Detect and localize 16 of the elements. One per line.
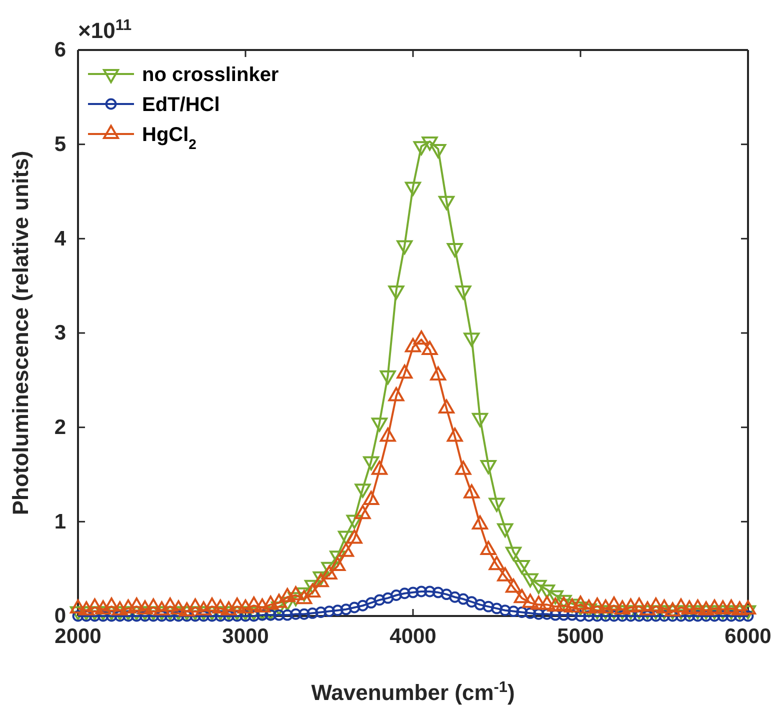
y-tick-label: 5 <box>54 133 66 156</box>
legend-label: no crosslinker <box>142 64 279 86</box>
x-axis-title: Wavenumber (cm$^{-1}$) <box>311 678 515 705</box>
y-tick-label: 2 <box>54 416 66 440</box>
x-tick-label: 5000 <box>557 624 604 648</box>
x-tick-label: 3000 <box>222 624 269 648</box>
legend-label: EdT/HCl <box>142 94 220 116</box>
x-tick-label: 6000 <box>724 624 772 648</box>
y-tick-label: 3 <box>54 322 66 345</box>
y-axis-title: Photoluminescence (relative units) <box>8 150 33 516</box>
y-tick-label: 1 <box>54 510 66 534</box>
legend-label: HgCl$_{2}$ <box>142 124 197 152</box>
x-tick-label: 4000 <box>390 624 436 648</box>
y-tick-label: 6 <box>54 38 66 62</box>
text: ×10$^{11}$ <box>78 16 132 43</box>
y-tick-label: 4 <box>54 227 66 250</box>
